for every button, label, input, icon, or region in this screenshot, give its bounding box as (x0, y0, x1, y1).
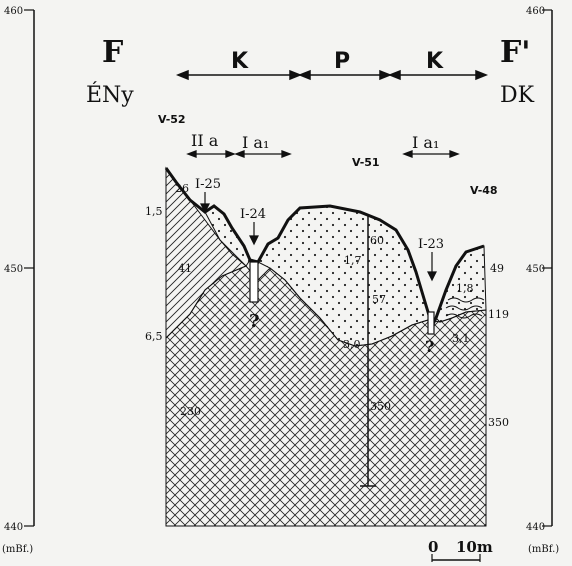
wavy-layer (445, 297, 485, 319)
annotation-left-6-5: 6,5 (145, 330, 163, 343)
scale-bar: 0 10m (428, 538, 493, 562)
borehole-arrows (200, 192, 437, 282)
section-start-direction: ÉNy (86, 81, 134, 108)
left-elevation-axis: 460 450 440 (mBf.) (2, 6, 35, 555)
zone-label-k-right: K (426, 49, 444, 74)
subzone-label-ia1-right: I a₁ (412, 133, 439, 152)
annotation-mid-1-7: 1,7 (344, 254, 362, 267)
right-tick-440: 440 (526, 522, 545, 533)
zone-label-p: P (334, 49, 350, 74)
annotation-mid-3-0: 3,0 (343, 338, 361, 351)
borehole-label-i23: I-23 (418, 237, 444, 252)
annotation-right-3-1: 3,1 (452, 332, 470, 345)
annotation-right-350: 350 (488, 416, 509, 429)
annotation-mid-350: 350 (370, 400, 391, 413)
left-tick-440: 440 (4, 522, 23, 533)
section-end-letter: F' (500, 35, 530, 70)
annotation-mid-60: 60 (370, 234, 384, 247)
subzone-label-ia1-left: I a₁ (242, 133, 269, 152)
annotation-left-1-5: 1,5 (145, 205, 163, 218)
right-elevation-axis: 460 450 440 (mBf.) (526, 6, 559, 555)
annotation-left-41: 41 (178, 262, 192, 275)
zone-arrows (175, 69, 489, 81)
annotation-left-230: 230 (180, 405, 201, 418)
annotation-right-49: 49 (490, 262, 504, 275)
annotation-left-26: 26 (175, 182, 189, 195)
borehole-shafts (249, 261, 435, 335)
section-start-letter: F (102, 35, 123, 70)
scale-bar-end: 10m (456, 538, 493, 556)
annotation-mid-57: 57 (372, 293, 386, 306)
right-axis-unit: (mBf.) (528, 544, 559, 555)
left-tick-460: 460 (4, 6, 23, 17)
subzone-label-iia: II a (191, 131, 219, 150)
borehole-label-i25: I-25 (195, 177, 221, 192)
right-tick-460: 460 (526, 6, 545, 17)
well-label-v52: V-52 (158, 113, 186, 126)
unknown-mark-i23: ? (425, 337, 434, 356)
section-end-direction: DK (500, 83, 535, 108)
left-tick-450: 450 (4, 264, 23, 275)
left-axis-unit: (mBf.) (2, 544, 33, 555)
unknown-mark-i24: ? (249, 311, 260, 332)
scale-bar-start: 0 (428, 538, 438, 556)
well-label-v48: V-48 (470, 184, 498, 197)
subzone-arrows (186, 150, 460, 158)
right-tick-450: 450 (526, 264, 545, 275)
annotation-right-119: 119 (488, 308, 509, 321)
well-line-v51 (360, 214, 376, 487)
annotation-right-1-8: 1,8 (456, 282, 474, 295)
zone-label-k-left: K (231, 49, 249, 74)
well-label-v51: V-51 (352, 156, 380, 169)
borehole-label-i24: I-24 (240, 207, 266, 222)
